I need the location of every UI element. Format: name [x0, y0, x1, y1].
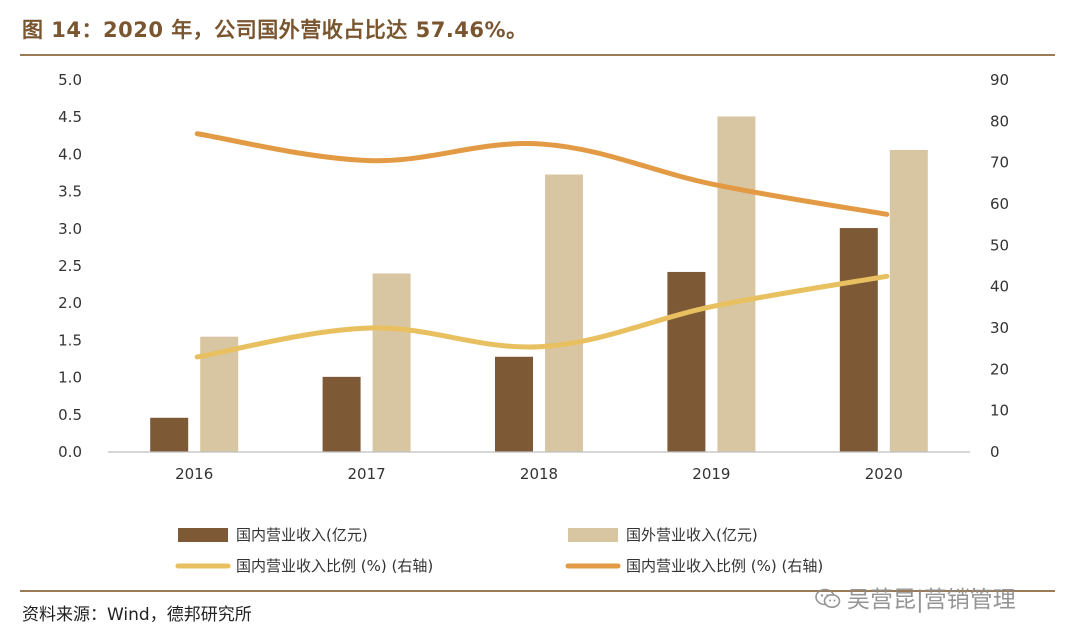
bar-2019-series-0	[667, 271, 706, 452]
y-right-tick-label: 80	[990, 112, 1009, 130]
x-tick-label: 2017	[348, 465, 386, 483]
legend-label: 国内营业收入比例 (%) (右轴)	[236, 557, 433, 575]
y-left-tick-label: 0.0	[58, 443, 82, 461]
y-right-tick-label: 10	[990, 402, 1009, 420]
y-right-tick-label: 20	[990, 360, 1009, 378]
y-left-tick-label: 4.5	[58, 108, 82, 126]
bar-2018-series-1	[545, 174, 583, 452]
y-right-tick-label: 70	[990, 154, 1009, 172]
x-tick-label: 2016	[175, 465, 213, 483]
chart-title: 图 14：2020 年，公司国外营收占比达 57.46%。	[22, 18, 528, 42]
y-left-tick-label: 0.5	[58, 406, 82, 424]
title-divider	[20, 54, 1055, 56]
legend-label: 国内营业收入(亿元)	[236, 526, 368, 544]
y-left-tick-label: 3.0	[58, 220, 82, 238]
legend-swatch-bar	[568, 528, 618, 542]
y-left-tick-label: 1.0	[58, 369, 82, 387]
bar-2020-series-1	[889, 149, 928, 452]
y-left-tick-label: 2.0	[58, 294, 82, 312]
y-right-tick-label: 90	[990, 71, 1009, 89]
wechat-icon	[815, 588, 841, 608]
y-left-tick-label: 3.5	[58, 183, 82, 201]
bar-2017-series-1	[372, 273, 411, 452]
line-series-1	[194, 131, 890, 217]
y-right-tick-label: 40	[990, 278, 1009, 296]
legend-label: 国内营业收入比例 (%) (右轴)	[626, 557, 823, 575]
bar-2020-series-0	[839, 228, 878, 452]
source-note: 资料来源：Wind，德邦研究所	[22, 605, 252, 625]
y-right-tick-label: 30	[990, 319, 1009, 337]
y-left-tick-label: 4.0	[58, 145, 82, 163]
footer-divider	[20, 590, 1055, 592]
y-right-tick-label: 60	[990, 195, 1009, 213]
legend-label: 国外营业收入(亿元)	[626, 526, 758, 544]
bar-2017-series-0	[322, 376, 361, 452]
y-left-tick-label: 5.0	[58, 71, 82, 89]
bar-2016-series-0	[150, 417, 189, 452]
watermark: 吴营昆|营销管理	[815, 580, 1016, 614]
y-left-tick-label: 1.5	[58, 331, 82, 349]
bar-2019-series-1	[717, 116, 756, 453]
x-tick-label: 2020	[865, 465, 903, 483]
x-tick-label: 2018	[520, 465, 558, 483]
y-right-tick-label: 0	[990, 443, 1000, 461]
x-tick-label: 2019	[692, 465, 730, 483]
legend-swatch-bar	[178, 528, 228, 542]
y-right-tick-label: 50	[990, 236, 1009, 254]
watermark-text: 吴营昆|营销管理	[847, 587, 1016, 613]
line-series-0	[194, 273, 890, 360]
combo-chart: 0.0 0.5 1.0 1.5 2.0 2.5 3.0 3.5 4.0 4.5 5.0 0 10 20 30…	[58, 71, 1009, 575]
y-left-tick-label: 2.5	[58, 257, 82, 275]
bar-2018-series-0	[495, 356, 533, 452]
